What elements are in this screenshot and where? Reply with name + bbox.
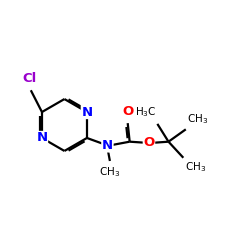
Text: N: N (36, 132, 48, 144)
Text: CH$_3$: CH$_3$ (187, 112, 208, 126)
Text: N: N (102, 139, 113, 152)
Text: CH$_3$: CH$_3$ (184, 160, 206, 174)
Text: N: N (81, 106, 92, 118)
Text: Cl: Cl (22, 72, 37, 85)
Text: CH$_3$: CH$_3$ (99, 165, 120, 179)
Text: O: O (122, 105, 133, 118)
Text: O: O (143, 136, 154, 149)
Text: H$_3$C: H$_3$C (134, 106, 156, 120)
